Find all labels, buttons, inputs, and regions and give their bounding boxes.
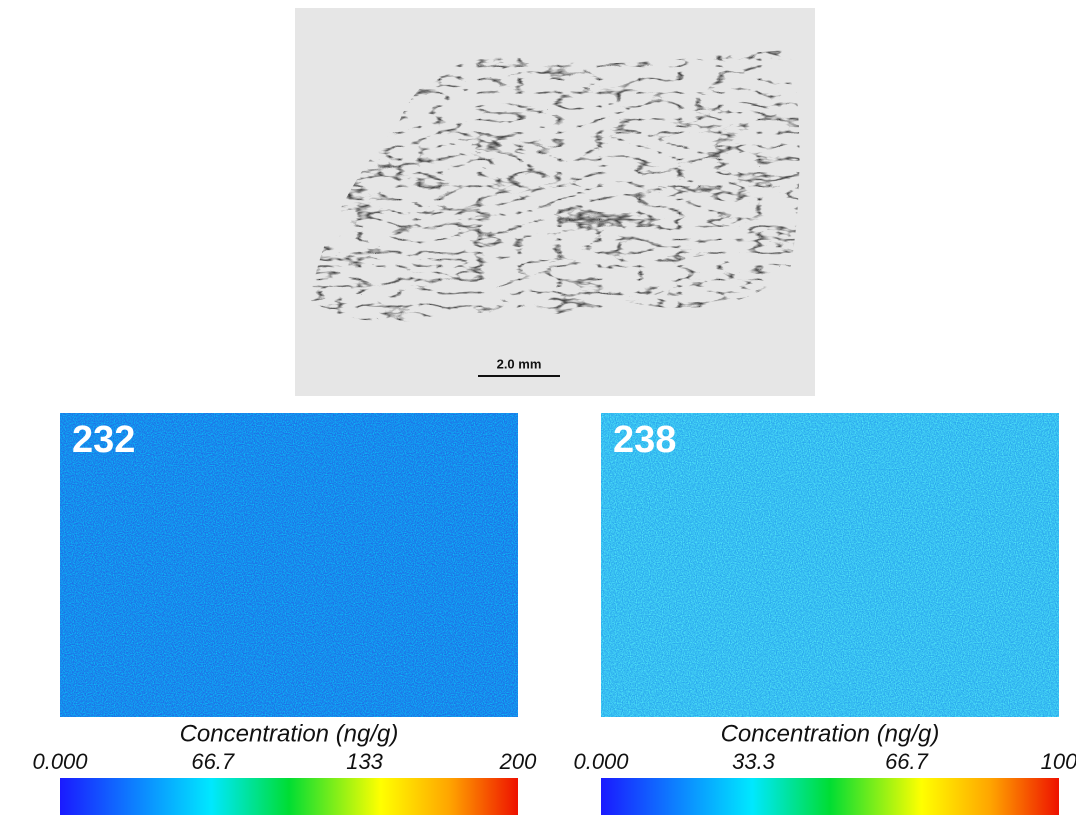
heatmap-noise bbox=[601, 413, 1059, 717]
panel-label: 238 bbox=[613, 419, 676, 461]
colorbar bbox=[601, 778, 1059, 815]
colorbar bbox=[60, 778, 518, 815]
heatmap-panel: 232 Concentration (ng/g) 0.000 66.7 133 200 bbox=[32, 413, 537, 815]
tissue-section bbox=[310, 50, 800, 322]
colorbar-tick-label: 66.7 bbox=[885, 749, 929, 774]
colorbar-tick-label: 200 bbox=[499, 749, 537, 774]
colorbar-tick-label: 66.7 bbox=[191, 749, 235, 774]
colorbar-tick-label: 133 bbox=[346, 749, 383, 774]
colorbar-tick-label: 0.000 bbox=[573, 749, 629, 774]
heatmap-panel: 238 Concentration (ng/g) 0.000 33.3 66.7 100 bbox=[573, 413, 1076, 815]
panel-label: 232 bbox=[72, 419, 135, 461]
scale-bar-label: 2.0 mm bbox=[497, 356, 542, 371]
colorbar-title: Concentration (ng/g) bbox=[180, 720, 399, 747]
colorbar-tick-label: 100 bbox=[1041, 749, 1076, 774]
micrograph: 2.0 mm bbox=[295, 8, 815, 396]
colorbar-tick-label: 0.000 bbox=[32, 749, 88, 774]
colorbar-title: Concentration (ng/g) bbox=[721, 720, 940, 747]
colorbar-tick-label: 33.3 bbox=[732, 749, 776, 774]
heatmap-noise bbox=[60, 413, 518, 717]
